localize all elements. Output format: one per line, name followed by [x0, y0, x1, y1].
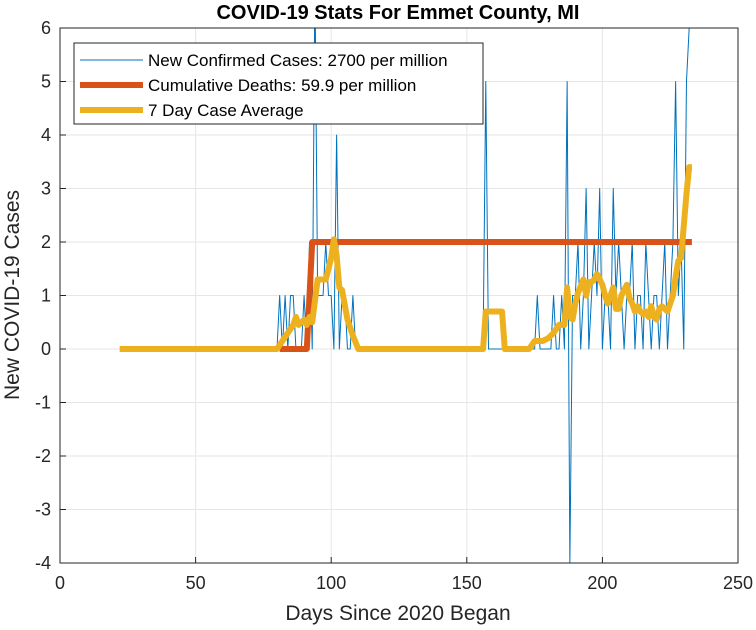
x-axis-label: Days Since 2020 Began	[285, 602, 510, 625]
x-tick-label: 200	[587, 573, 617, 593]
x-tick-label: 50	[186, 573, 206, 593]
y-tick-label: 3	[41, 179, 51, 199]
legend-label-7-day-average: 7 Day Case Average	[148, 101, 304, 120]
series-layer	[119, 28, 693, 563]
y-tick-label: 4	[41, 125, 51, 145]
y-tick-label: 5	[41, 72, 51, 92]
series-cumulative-deaths	[279, 239, 692, 352]
x-tick-label: 0	[55, 573, 65, 593]
y-axis-ticks: -4 -3 -2 -1 0 1 2 3 4 5 6	[35, 18, 66, 573]
legend-label-new-cases: New Confirmed Cases: 2700 per million	[148, 51, 448, 70]
legend-label-cumulative-deaths: Cumulative Deaths: 59.9 per million	[148, 76, 416, 95]
x-axis-ticks: 0 50 100 150 200 250	[55, 557, 753, 593]
chart-title: COVID-19 Stats For Emmet County, MI	[216, 2, 579, 24]
y-tick-label: 0	[41, 339, 51, 359]
x-tick-label: 150	[452, 573, 482, 593]
y-tick-label: -1	[35, 393, 51, 413]
y-tick-label: 6	[41, 18, 51, 38]
x-tick-label: 250	[723, 573, 753, 593]
series-7-day-average	[119, 164, 693, 352]
y-axis-label: New COVID-19 Cases	[1, 190, 24, 400]
y-tick-label: 2	[41, 232, 51, 252]
y-tick-label: -4	[35, 553, 51, 573]
y-tick-label: -2	[35, 446, 51, 466]
y-tick-label: -3	[35, 500, 51, 520]
y-tick-label: 1	[41, 286, 51, 306]
x-tick-label: 100	[316, 573, 346, 593]
legend: New Confirmed Cases: 2700 per million Cu…	[73, 42, 484, 125]
